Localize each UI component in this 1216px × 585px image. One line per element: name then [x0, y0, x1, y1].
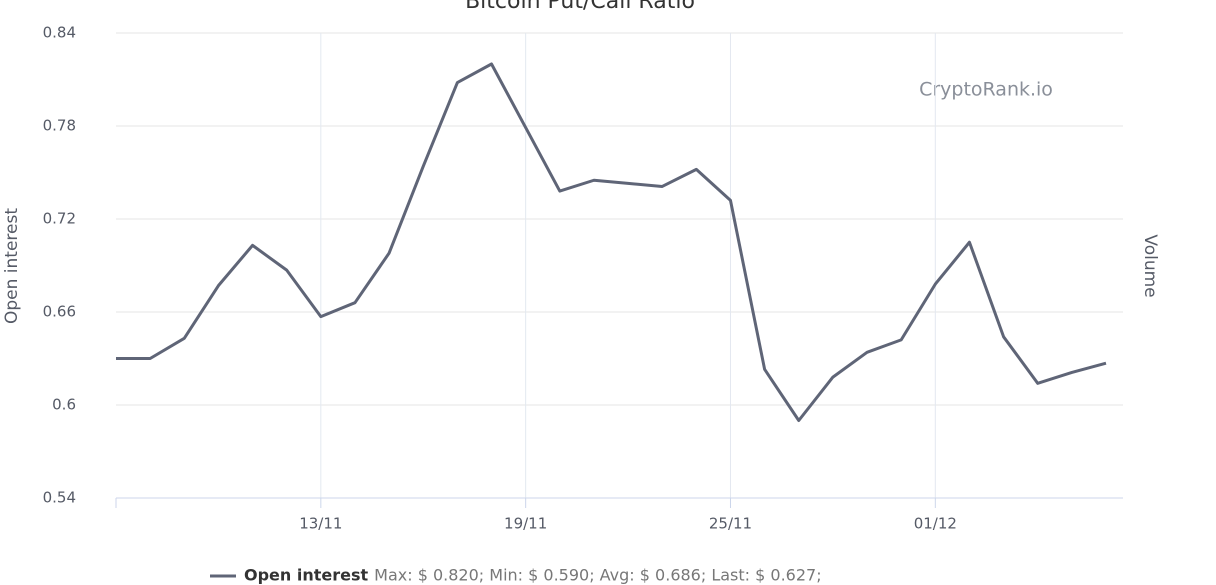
- y-tick-label: 0.72: [43, 210, 76, 228]
- legend-stats: Max: $ 0.820; Min: $ 0.590; Avg: $ 0.686…: [374, 566, 821, 585]
- legend[interactable]: Open interest Max: $ 0.820; Min: $ 0.590…: [210, 566, 822, 585]
- x-tick-label: 01/12: [914, 515, 957, 533]
- legend-label[interactable]: Open interest: [244, 566, 369, 585]
- y-tick-label: 0.66: [43, 303, 76, 321]
- x-tick-label: 13/11: [299, 515, 342, 533]
- x-tick-label: 25/11: [709, 515, 752, 533]
- grid: [116, 32, 1123, 499]
- y-tick-label: 0.54: [43, 489, 76, 507]
- x-tick-label: 19/11: [504, 515, 547, 533]
- watermark: CryptoRank.io: [919, 79, 1053, 101]
- y-axis-title: Open interest: [2, 208, 22, 324]
- chart-title: Bitcoin Put/Call Ratio: [465, 0, 695, 14]
- y2-axis-title: Volume: [1140, 234, 1160, 297]
- y-tick-label: 0.6: [52, 396, 76, 414]
- data-line: [116, 62, 1107, 422]
- y-tick-label: 0.78: [43, 117, 76, 135]
- y-tick-label: 0.84: [43, 24, 76, 42]
